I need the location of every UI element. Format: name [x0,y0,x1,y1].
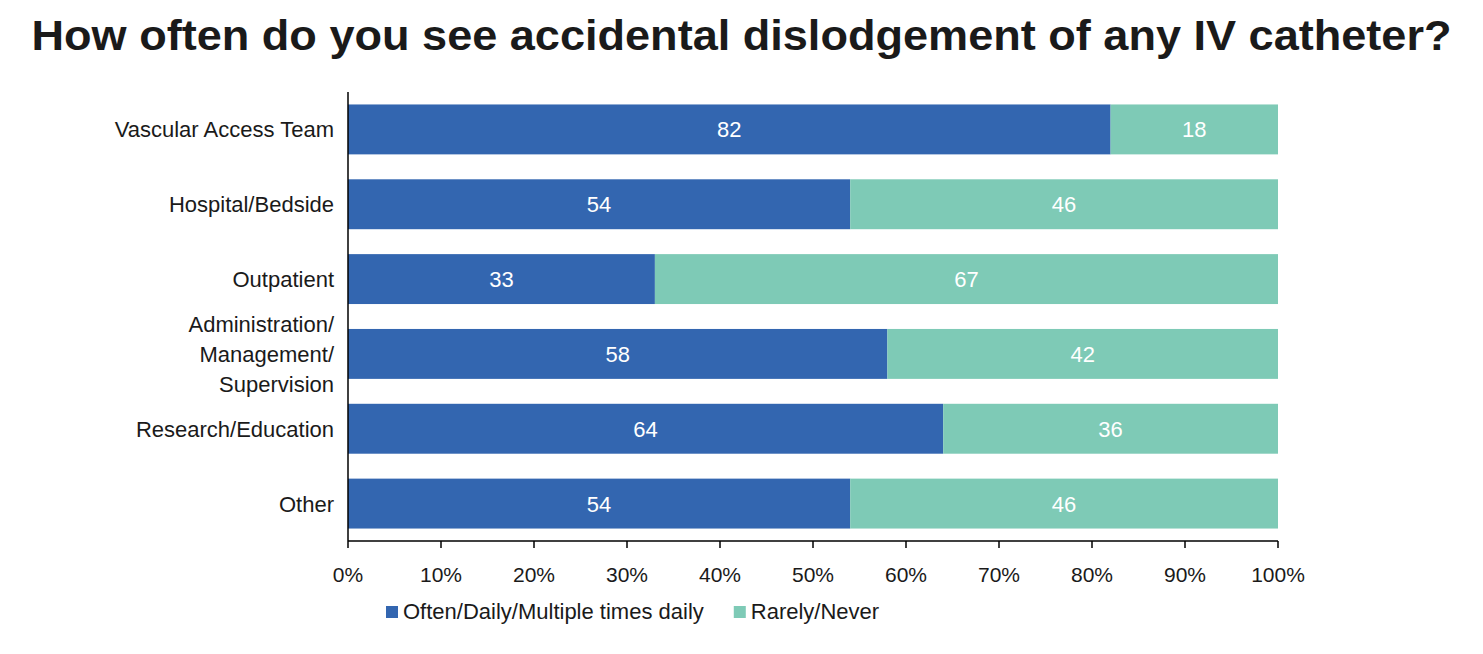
legend-swatch [734,606,746,618]
bar-segment [348,104,1111,154]
legend-swatch [386,606,398,618]
category-label-line: Hospital/Bedside [169,192,334,217]
data-label: 18 [1182,117,1206,142]
data-label: 67 [954,267,978,292]
y-axis-line [347,92,349,541]
x-tick-label: 0% [333,563,363,586]
bar-segment [348,479,850,529]
category-label-line: Vascular Access Team [115,117,334,142]
category-label: Outpatient [232,267,334,292]
bars [348,104,1278,528]
x-tick [998,541,1000,548]
x-tick [1091,541,1093,548]
bar-segment [348,404,943,454]
category-label: Other [279,492,334,517]
data-label: 36 [1098,417,1122,442]
bar-segment [348,179,850,229]
data-label: 58 [605,342,629,367]
category-label: Vascular Access Team [115,117,334,142]
bar-segment [348,329,887,379]
x-tick [347,541,349,548]
data-label: 46 [1052,492,1076,517]
data-label: 33 [489,267,513,292]
bar-segment [1111,104,1278,154]
category-label-line: Outpatient [232,267,334,292]
bar-segment [348,254,655,304]
chart: How often do you see accidental dislodge… [0,0,1483,654]
category-label-line: Management/ [199,342,334,367]
category-label-line: Research/Education [136,417,334,442]
x-tick [719,541,721,548]
category-label-line: Supervision [219,372,334,397]
bar-segment [943,404,1278,454]
x-tick-label: 90% [1164,563,1206,586]
x-tick [812,541,814,548]
legend-label: Often/Daily/Multiple times daily [403,599,704,624]
bar-segment [850,179,1278,229]
category-label-line: Other [279,492,334,517]
category-label-line: Administration/ [188,312,334,337]
x-tick-label: 20% [513,563,555,586]
x-tick [1184,541,1186,548]
category-label: Research/Education [136,417,334,442]
x-tick-label: 60% [885,563,927,586]
x-tick [440,541,442,548]
x-tick-label: 30% [606,563,648,586]
data-label: 42 [1070,342,1094,367]
bar-segment [850,479,1278,529]
x-tick-label: 70% [978,563,1020,586]
x-tick-label: 100% [1251,563,1305,586]
data-labels: 82 18 54 46 33 67 58 42 64 36 54 46 [489,117,1206,516]
bar-segment [887,329,1278,379]
data-label: 54 [587,192,611,217]
category-label: Administration/Management/Supervision [188,312,334,397]
x-tick-label: 40% [699,563,741,586]
x-tick-label: 80% [1071,563,1113,586]
x-tick [1277,541,1279,548]
data-label: 46 [1052,192,1076,217]
x-tick-label: 50% [792,563,834,586]
x-tick [533,541,535,548]
x-tick-label: 10% [420,563,462,586]
title: How often do you see accidental dislodge… [32,12,1452,59]
category-label: Hospital/Bedside [169,192,334,217]
x-tick [905,541,907,548]
x-tick [626,541,628,548]
data-label: 82 [717,117,741,142]
bar-segment [655,254,1278,304]
legend-label: Rarely/Never [751,599,879,624]
data-label: 54 [587,492,611,517]
legend: Often/Daily/Multiple times daily Rarely/N… [386,599,879,624]
data-label: 64 [633,417,657,442]
